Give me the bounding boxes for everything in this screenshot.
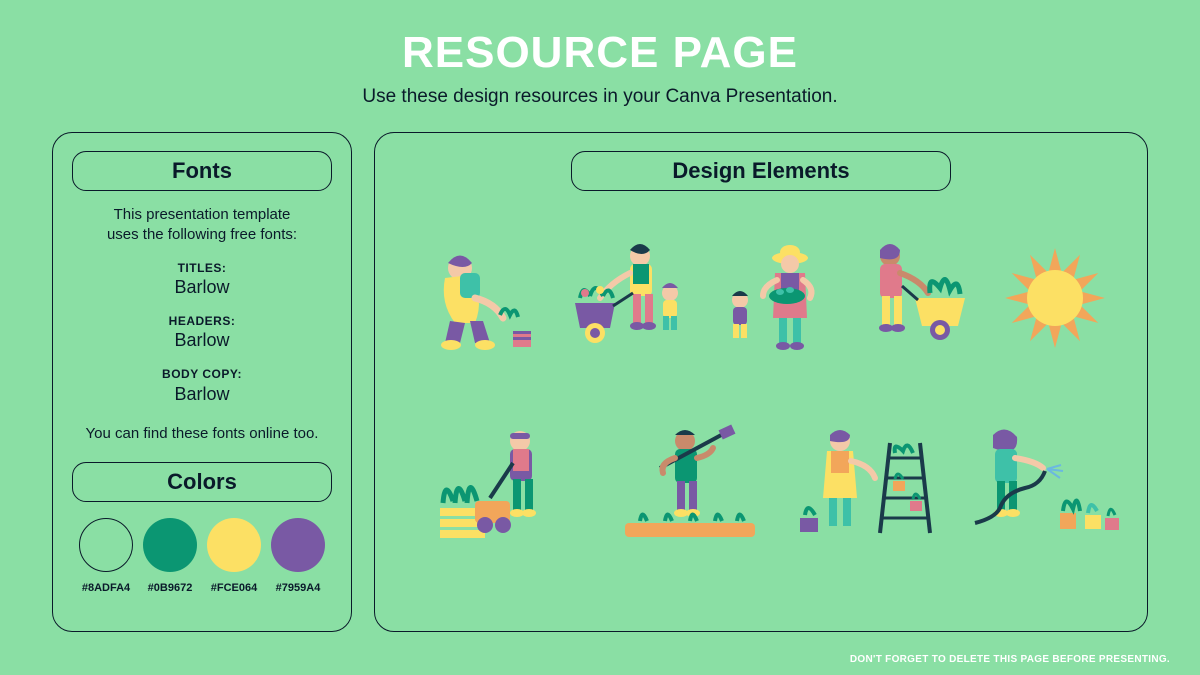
design-elements-panel: Design Elements bbox=[374, 132, 1148, 632]
font-name-titles: Barlow bbox=[69, 275, 335, 299]
illustration-grid bbox=[405, 223, 1117, 611]
swatch-hex-4: #7959A4 bbox=[276, 582, 321, 594]
illus-sun-icon bbox=[1000, 243, 1110, 353]
swatch-4 bbox=[271, 518, 325, 572]
illus-gardener-planting bbox=[415, 243, 535, 353]
page-title: RESOURCE PAGE bbox=[0, 0, 1200, 78]
illus-gardener-tray bbox=[715, 238, 835, 358]
illus-man-hoe bbox=[615, 423, 765, 563]
font-label-body: BODY COPY: bbox=[69, 366, 335, 382]
illus-watering bbox=[965, 423, 1125, 563]
fonts-intro-line1: This presentation template bbox=[69, 205, 335, 225]
fonts-note: You can find these fonts online too. bbox=[69, 424, 335, 444]
design-elements-heading: Design Elements bbox=[571, 151, 951, 191]
footer-note: DON'T FORGET TO DELETE THIS PAGE BEFORE … bbox=[850, 654, 1170, 665]
fonts-heading: Fonts bbox=[72, 151, 332, 191]
font-name-headers: Barlow bbox=[69, 328, 335, 352]
fonts-colors-panel: Fonts This presentation template uses th… bbox=[52, 132, 352, 632]
font-name-body: Barlow bbox=[69, 382, 335, 406]
swatch-1 bbox=[79, 518, 133, 572]
illus-mowing bbox=[435, 423, 585, 563]
illus-woman-barrow bbox=[850, 238, 980, 358]
illus-ladder-plants bbox=[795, 423, 945, 563]
swatch-hex-2: #0B9672 bbox=[148, 582, 193, 594]
swatch-hex-3: #FCE064 bbox=[211, 582, 257, 594]
font-label-titles: TITLES: bbox=[69, 260, 335, 276]
color-swatches: #8ADFA4 #0B9672 #FCE064 #7959A4 bbox=[69, 518, 335, 594]
illus-wheelbarrow-child bbox=[555, 238, 695, 358]
font-label-headers: HEADERS: bbox=[69, 313, 335, 329]
swatch-hex-1: #8ADFA4 bbox=[82, 582, 130, 594]
swatch-3 bbox=[207, 518, 261, 572]
page-subtitle: Use these design resources in your Canva… bbox=[0, 86, 1200, 108]
colors-heading: Colors bbox=[72, 462, 332, 502]
swatch-2 bbox=[143, 518, 197, 572]
fonts-intro-line2: uses the following free fonts: bbox=[69, 225, 335, 245]
